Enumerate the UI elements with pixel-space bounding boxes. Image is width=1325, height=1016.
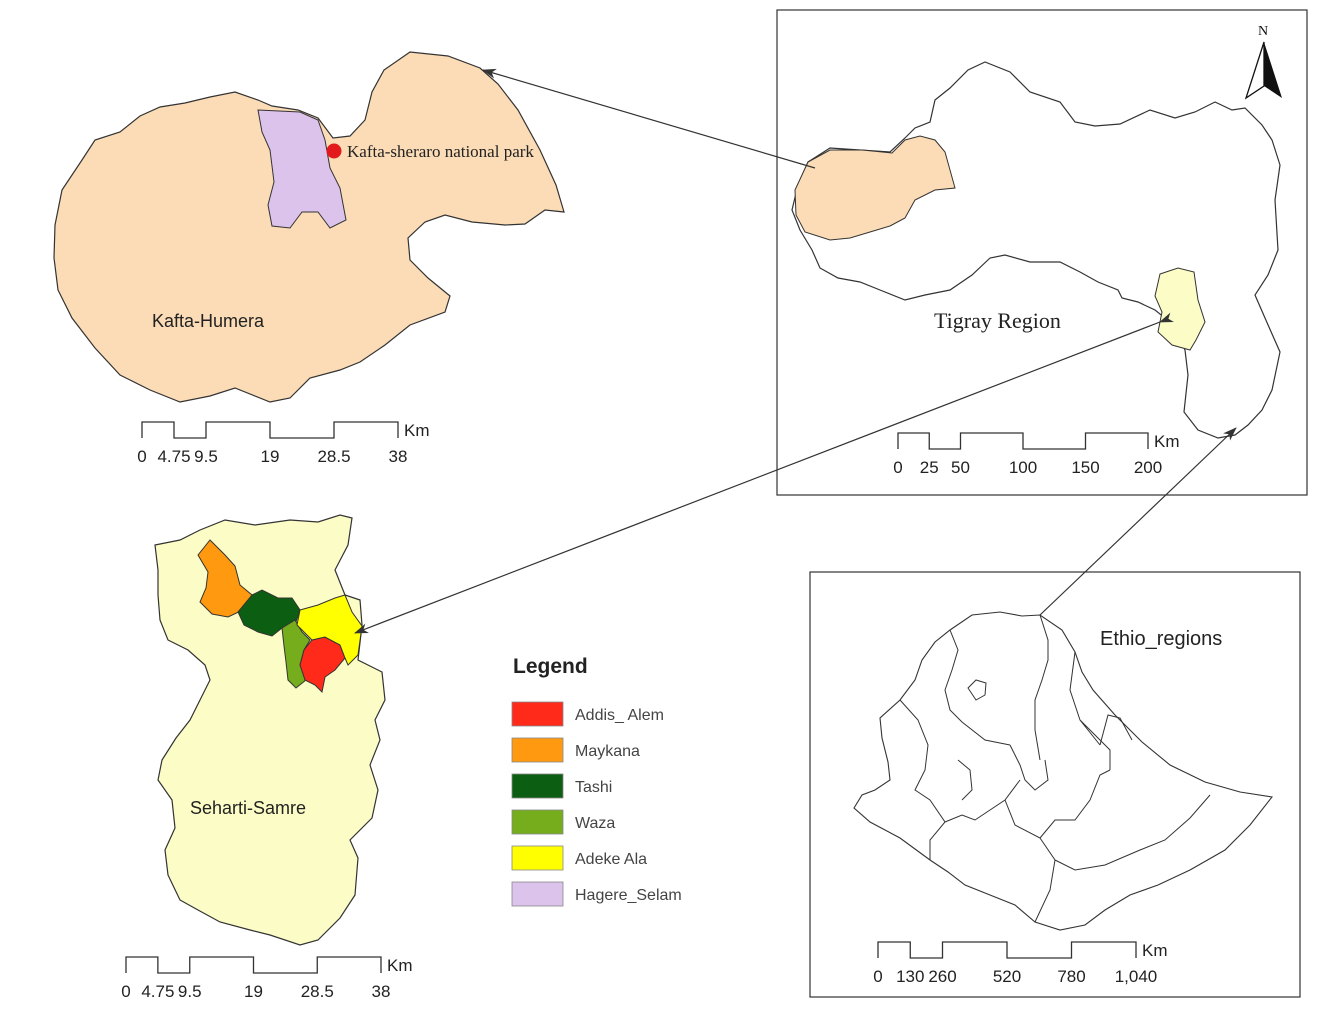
scale-tick-label: 38	[372, 982, 391, 1001]
scale-unit-label: Km	[1154, 432, 1180, 451]
svg-text:N: N	[1258, 24, 1268, 39]
north-arrow-icon: N	[1244, 24, 1282, 100]
tigray-region-outline[interactable]	[791, 61, 1281, 439]
scale-tick-label: 0	[121, 982, 130, 1001]
connector-arrows	[354, 68, 1237, 634]
legend-swatch	[511, 773, 564, 799]
scale-tick-label: 50	[951, 458, 970, 477]
legend-swatch	[511, 881, 564, 907]
legend-swatch	[511, 737, 564, 763]
legend-item: Maykana	[511, 737, 640, 763]
tigray-region-label: Tigray Region	[934, 308, 1061, 333]
scale-bar-segments	[897, 432, 1149, 450]
kafta-scale-bar: 0 4.75 9.5 19 28.5 38 Km	[137, 421, 429, 466]
scale-tick-label: 0	[873, 967, 882, 986]
legend-label: Waza	[575, 815, 615, 832]
arrow-tigray-to-kafta	[482, 68, 816, 169]
tigray-scale-bar: 0 25 50 100 150 200 Km	[893, 432, 1179, 477]
scale-tick-label: 780	[1057, 967, 1085, 986]
scale-tick-label: 28.5	[301, 982, 334, 1001]
scale-tick-label: 0	[137, 447, 146, 466]
seharti-samre-district[interactable]	[154, 514, 386, 946]
scale-tick-label: 25	[920, 458, 939, 477]
scale-tick-label: 9.5	[194, 447, 218, 466]
seharti-scale-bar: 0 4.75 9.5 19 28.5 38 Km	[121, 956, 412, 1001]
scale-tick-label: 1,040	[1115, 967, 1158, 986]
arrow-tigray-to-seharti	[354, 312, 1174, 634]
scale-unit-label: Km	[387, 956, 413, 975]
scale-tick-label: 4.75	[157, 447, 190, 466]
legend-label: Adeke Ala	[575, 851, 647, 868]
seharti-samre-label: Seharti-Samre	[190, 798, 306, 818]
scale-unit-label: Km	[404, 421, 430, 440]
legend-swatch	[511, 845, 564, 871]
scale-bar-segments	[125, 956, 382, 974]
adeke-ala-area[interactable]	[296, 594, 363, 666]
kafta-humera-district[interactable]	[53, 51, 565, 403]
tigray-kafta-district-highlight[interactable]	[794, 135, 956, 241]
hagere-selam-area[interactable]	[257, 109, 347, 229]
scale-tick-label: 9.5	[178, 982, 202, 1001]
scale-tick-label: 19	[244, 982, 263, 1001]
scale-tick-label: 130	[896, 967, 924, 986]
scale-tick-label: 0	[893, 458, 902, 477]
scale-tick-label: 150	[1071, 458, 1099, 477]
seharti-samre-map: Seharti-Samre 0 4.75 9.5 19 28.5 38 Km	[121, 514, 413, 1001]
legend-swatch	[511, 809, 564, 835]
scale-bar-segments	[141, 421, 399, 439]
legend-item: Waza	[511, 809, 615, 835]
ethiopia-inner-lake	[967, 679, 987, 701]
legend-label: Maykana	[575, 743, 640, 760]
scale-tick-label: 260	[928, 967, 956, 986]
legend-item: Hagere_Selam	[511, 881, 682, 907]
park-location-marker[interactable]	[326, 143, 342, 159]
scale-tick-label: 4.75	[141, 982, 174, 1001]
scale-tick-label: 100	[1009, 458, 1037, 477]
legend-title: Legend	[513, 655, 588, 678]
ethiopia-country-outline[interactable]	[853, 611, 1274, 931]
legend-swatch	[511, 701, 564, 727]
legend-label: Tashi	[575, 779, 612, 796]
ethiopia-map: Ethio_regions 0 130 260 520 780 1,040 Km	[809, 571, 1301, 998]
legend-label: Hagere_Selam	[575, 887, 682, 904]
ethio-regions-label: Ethio_regions	[1100, 628, 1222, 650]
legend-item: Adeke Ala	[511, 845, 647, 871]
ethiopia-internal-boundaries	[899, 614, 1211, 923]
legend-item: Tashi	[511, 773, 612, 799]
kafta-humera-map: Kafta-sheraro national park Kafta-Humera…	[53, 51, 565, 466]
legend: Legend Addis_ Alem Maykana Tashi Waza Adeke …	[511, 655, 682, 907]
scale-unit-label: Km	[1142, 941, 1168, 960]
arrow-ethiopia-to-tigray	[1039, 427, 1237, 616]
legend-label: Addis_ Alem	[575, 707, 664, 724]
scale-tick-label: 38	[389, 447, 408, 466]
ethiopia-scale-bar: 0 130 260 520 780 1,040 Km	[873, 941, 1167, 986]
park-label: Kafta-sheraro national park	[347, 142, 534, 161]
scale-bar-segments	[877, 941, 1137, 959]
kafta-humera-label: Kafta-Humera	[152, 311, 265, 331]
legend-item: Addis_ Alem	[511, 701, 664, 727]
tigray-map: Tigray Region N 0 25 50 100 150 200 Km	[776, 9, 1308, 496]
scale-tick-label: 520	[993, 967, 1021, 986]
scale-tick-label: 19	[261, 447, 280, 466]
scale-tick-label: 200	[1134, 458, 1162, 477]
scale-tick-label: 28.5	[317, 447, 350, 466]
